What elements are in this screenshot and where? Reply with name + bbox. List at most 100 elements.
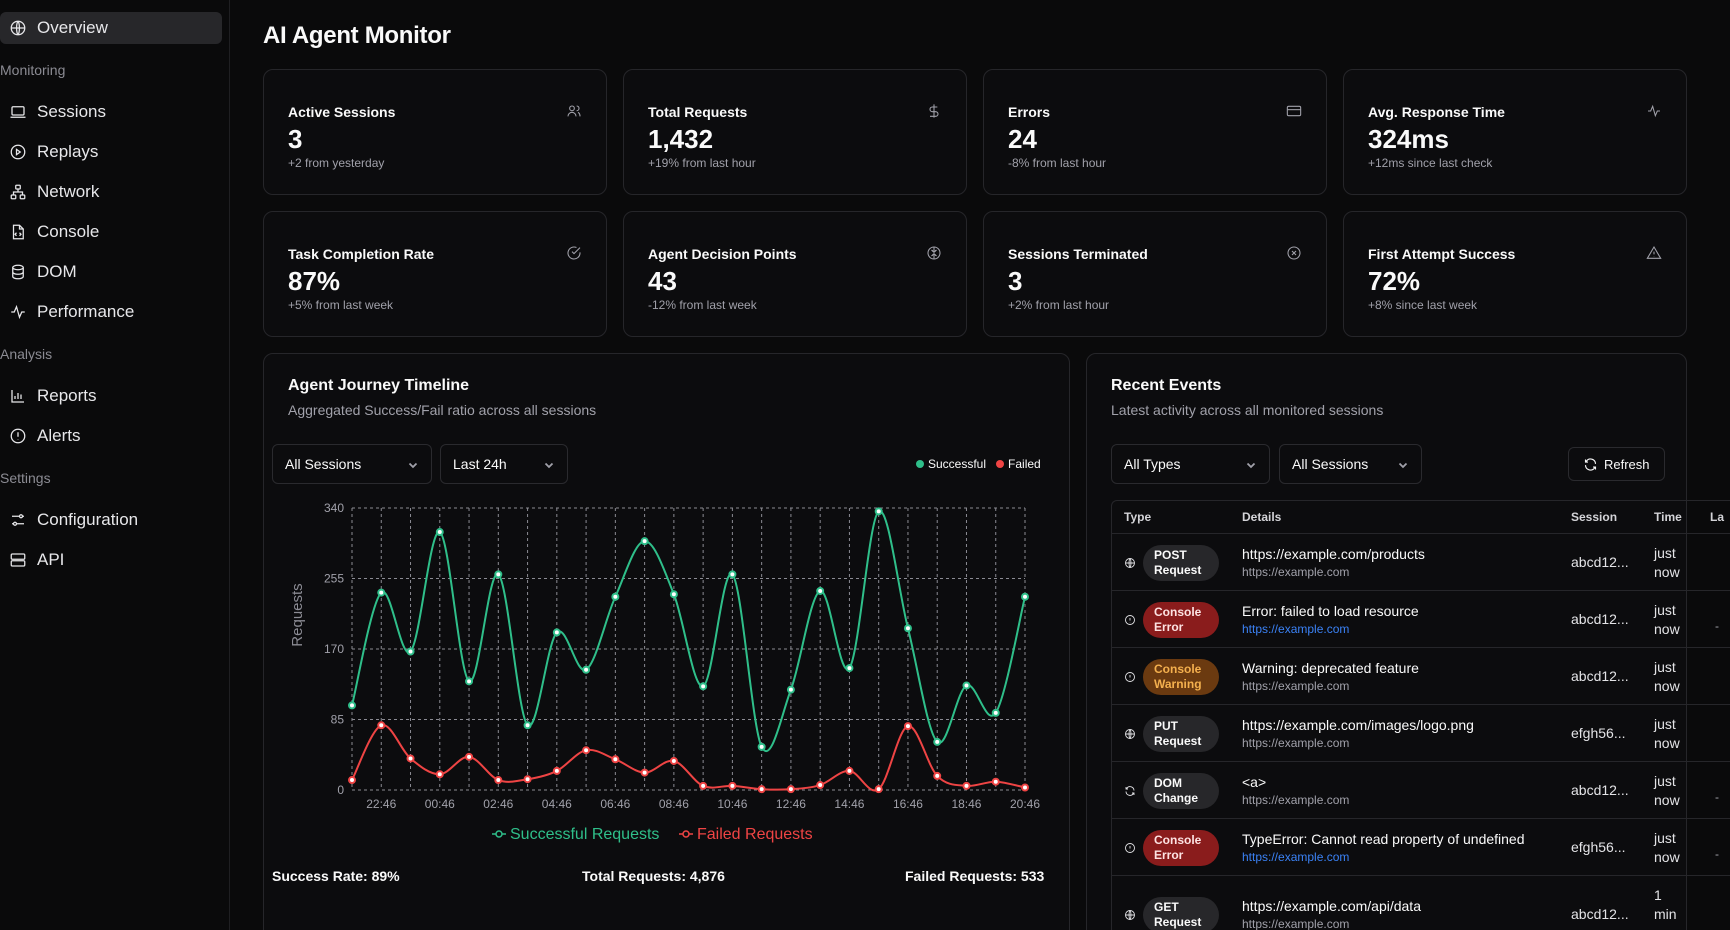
event-url-link[interactable]: https://example.com [1242, 850, 1350, 864]
table-row[interactable]: Console Error Error: failed to load resou… [1112, 590, 1730, 647]
alert-circle-icon [10, 428, 26, 444]
successful-data-point[interactable] [640, 537, 649, 546]
journey-line-chart: Requests 0 85 170 255 340 22:46 00:46 02:46 04:4… [289, 501, 1040, 843]
stat-subtext: +2 from yesterday [288, 156, 385, 170]
event-session-filter-select[interactable]: All Sessions [1279, 444, 1422, 484]
stat-card-avg-response-time: Avg. Response Time 324ms +12ms since las… [1343, 69, 1687, 195]
failed-data-point[interactable] [669, 756, 678, 765]
successful-data-point[interactable] [494, 570, 503, 579]
column-header-last[interactable]: La [1710, 510, 1725, 524]
event-url: https://example.com [1242, 736, 1350, 750]
failed-requests-line [351, 724, 1026, 792]
successful-data-point[interactable] [435, 528, 444, 537]
successful-data-point[interactable] [582, 665, 591, 674]
failed-data-point[interactable] [611, 755, 620, 764]
failed-data-point[interactable] [1021, 783, 1029, 792]
failed-data-point[interactable] [903, 722, 912, 731]
event-type-filter-select[interactable]: All Types [1111, 444, 1270, 484]
table-row[interactable]: PUT Request https://example.com/images/lo… [1112, 704, 1730, 761]
failed-data-point[interactable] [816, 781, 825, 790]
stat-card-active-sessions: Active Sessions 3 +2 from yesterday [263, 69, 607, 195]
sidebar-item-label: Performance [37, 302, 135, 321]
badge-line-2: Error [1154, 620, 1184, 634]
failed-data-point[interactable] [640, 768, 649, 777]
successful-data-point[interactable] [786, 685, 795, 694]
sidebar-section-monitoring: Monitoring [0, 62, 66, 78]
sidebar-item-dom[interactable]: DOM [0, 256, 77, 288]
failed-data-point[interactable] [406, 754, 415, 763]
failed-data-point[interactable] [377, 721, 386, 730]
successful-data-point[interactable] [699, 682, 708, 691]
failed-data-point[interactable] [845, 766, 854, 775]
successful-data-point[interactable] [669, 590, 678, 599]
column-header-session[interactable]: Session [1571, 510, 1618, 524]
x-tick-label: 18:46 [951, 797, 981, 811]
failed-data-point[interactable] [582, 746, 591, 755]
refresh-button[interactable]: Refresh [1568, 447, 1665, 481]
failed-data-point[interactable] [348, 776, 356, 785]
column-header-details[interactable]: Details [1242, 510, 1282, 524]
failed-data-point[interactable] [874, 785, 883, 794]
failed-data-point[interactable] [699, 781, 708, 790]
table-row[interactable]: DOM Change <a> https://example.com abcd12… [1112, 761, 1730, 818]
sidebar-item-performance[interactable]: Performance [0, 296, 134, 328]
successful-data-point[interactable] [816, 586, 825, 595]
sidebar-item-reports[interactable]: Reports [0, 380, 97, 412]
sidebar-item-configuration[interactable]: Configuration [0, 504, 138, 536]
x-tick-label: 20:46 [1010, 797, 1040, 811]
successful-data-point[interactable] [874, 507, 883, 516]
failed-data-point[interactable] [435, 770, 444, 779]
sidebar-item-replays[interactable]: Replays [0, 136, 98, 168]
sidebar-item-api[interactable]: API [0, 544, 64, 576]
failed-data-point[interactable] [494, 776, 503, 785]
event-url-link[interactable]: https://example.com [1242, 622, 1350, 636]
failed-data-point[interactable] [552, 766, 561, 775]
time-line-2: now [1654, 621, 1680, 637]
sidebar-item-sessions[interactable]: Sessions [0, 96, 106, 128]
column-header-type[interactable]: Type [1124, 510, 1152, 524]
failed-data-point[interactable] [933, 771, 942, 780]
stat-value: 43 [648, 266, 677, 296]
successful-data-point[interactable] [903, 624, 912, 633]
successful-data-point[interactable] [406, 647, 415, 656]
failed-data-point[interactable] [465, 752, 474, 761]
successful-data-point[interactable] [611, 592, 620, 601]
sidebar-item-alerts[interactable]: Alerts [0, 420, 80, 452]
events-title: Recent Events [1111, 377, 1222, 394]
successful-data-point[interactable] [523, 721, 532, 730]
successful-data-point[interactable] [845, 664, 854, 673]
failed-data-point[interactable] [786, 785, 795, 794]
successful-data-point[interactable] [348, 701, 356, 710]
session-filter-select[interactable]: All Sessions [272, 444, 432, 484]
successful-data-point[interactable] [465, 677, 474, 686]
table-row[interactable]: Console Error TypeError: Cannot read prop… [1112, 818, 1730, 875]
failed-data-point[interactable] [991, 777, 1000, 786]
successful-data-point[interactable] [991, 708, 1000, 717]
sidebar-item-console[interactable]: Console [0, 216, 99, 248]
failed-data-point[interactable] [728, 781, 737, 790]
dollar-icon [929, 104, 939, 118]
successful-data-point[interactable] [377, 588, 386, 597]
event-time: just now [1654, 658, 1688, 696]
x-tick-label: 06:46 [600, 797, 630, 811]
successful-data-point[interactable] [728, 570, 737, 579]
successful-data-point[interactable] [757, 742, 766, 751]
successful-data-point[interactable] [1021, 592, 1029, 601]
successful-data-point[interactable] [552, 628, 561, 637]
successful-data-point[interactable] [962, 681, 971, 690]
table-row[interactable]: GET Request https://example.com/api/data … [1112, 875, 1730, 930]
successful-data-point[interactable] [933, 737, 942, 746]
sidebar-item-overview[interactable]: Overview [0, 12, 222, 44]
stat-title: Avg. Response Time [1368, 104, 1505, 120]
event-url: https://example.com [1242, 793, 1350, 807]
sidebar-item-network[interactable]: Network [0, 176, 99, 208]
table-row[interactable]: Console Warning Warning: deprecated featu… [1112, 647, 1730, 704]
stat-subtext: -8% from last hour [1008, 156, 1107, 170]
x-tick-label: 16:46 [893, 797, 923, 811]
failed-data-point[interactable] [523, 775, 532, 784]
failed-data-point[interactable] [962, 781, 971, 790]
column-header-time[interactable]: Time [1654, 510, 1682, 524]
range-filter-select[interactable]: Last 24h [440, 444, 568, 484]
failed-data-point[interactable] [757, 785, 766, 794]
table-row[interactable]: POST Request https://example.com/products… [1112, 533, 1730, 590]
